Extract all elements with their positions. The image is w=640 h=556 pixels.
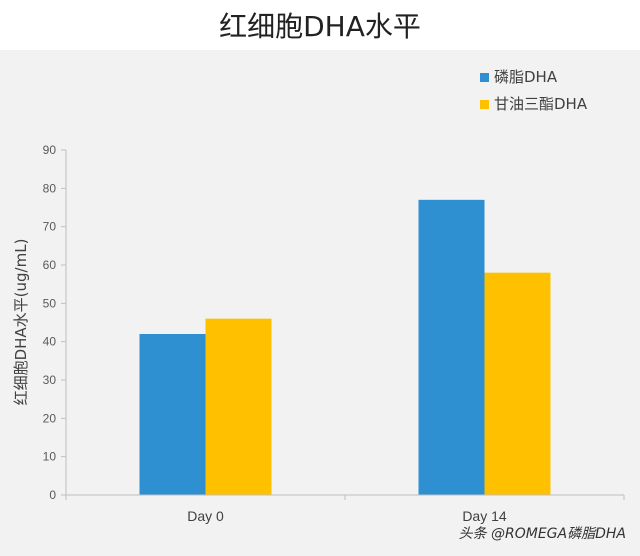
chart-title-band: 红细胞DHA水平	[0, 0, 640, 50]
bar-phospholipid-1	[418, 199, 485, 496]
y-tick-label: 40	[43, 335, 57, 349]
y-tick-label: 60	[43, 258, 57, 272]
legend-swatch	[480, 73, 489, 82]
y-tick-label: 20	[43, 411, 57, 425]
chart-title: 红细胞DHA水平	[219, 10, 421, 43]
x-axis: Day 0 Day 14	[65, 494, 625, 524]
legend-label: 磷脂DHA	[494, 68, 558, 86]
y-tick-label: 0	[49, 488, 56, 502]
y-tick-label: 80	[43, 181, 57, 195]
y-axis: 0 10 20 30 40 50 60 70 80 90	[43, 143, 67, 502]
y-tick-label: 90	[43, 143, 57, 157]
y-tick-label: 50	[43, 296, 57, 310]
x-category-label: Day 0	[187, 508, 224, 524]
bars	[139, 199, 551, 496]
bar-triglyceride-1	[484, 272, 551, 495]
legend-label: 甘油三酯DHA	[494, 95, 588, 113]
x-category-label: Day 14	[462, 508, 507, 524]
bar-triglyceride-0	[205, 318, 272, 495]
y-tick-label: 30	[43, 373, 57, 387]
legend: 磷脂DHA 甘油三酯DHA	[480, 68, 588, 113]
y-tick-label: 10	[43, 450, 57, 464]
legend-swatch	[480, 100, 489, 109]
y-tick-label: 70	[43, 220, 57, 234]
bar-phospholipid-0	[139, 334, 206, 495]
y-axis-label: 红细胞DHA水平(ug/mL)	[12, 239, 30, 406]
watermark: 头条 @ROMEGA磷脂DHA	[459, 526, 626, 542]
